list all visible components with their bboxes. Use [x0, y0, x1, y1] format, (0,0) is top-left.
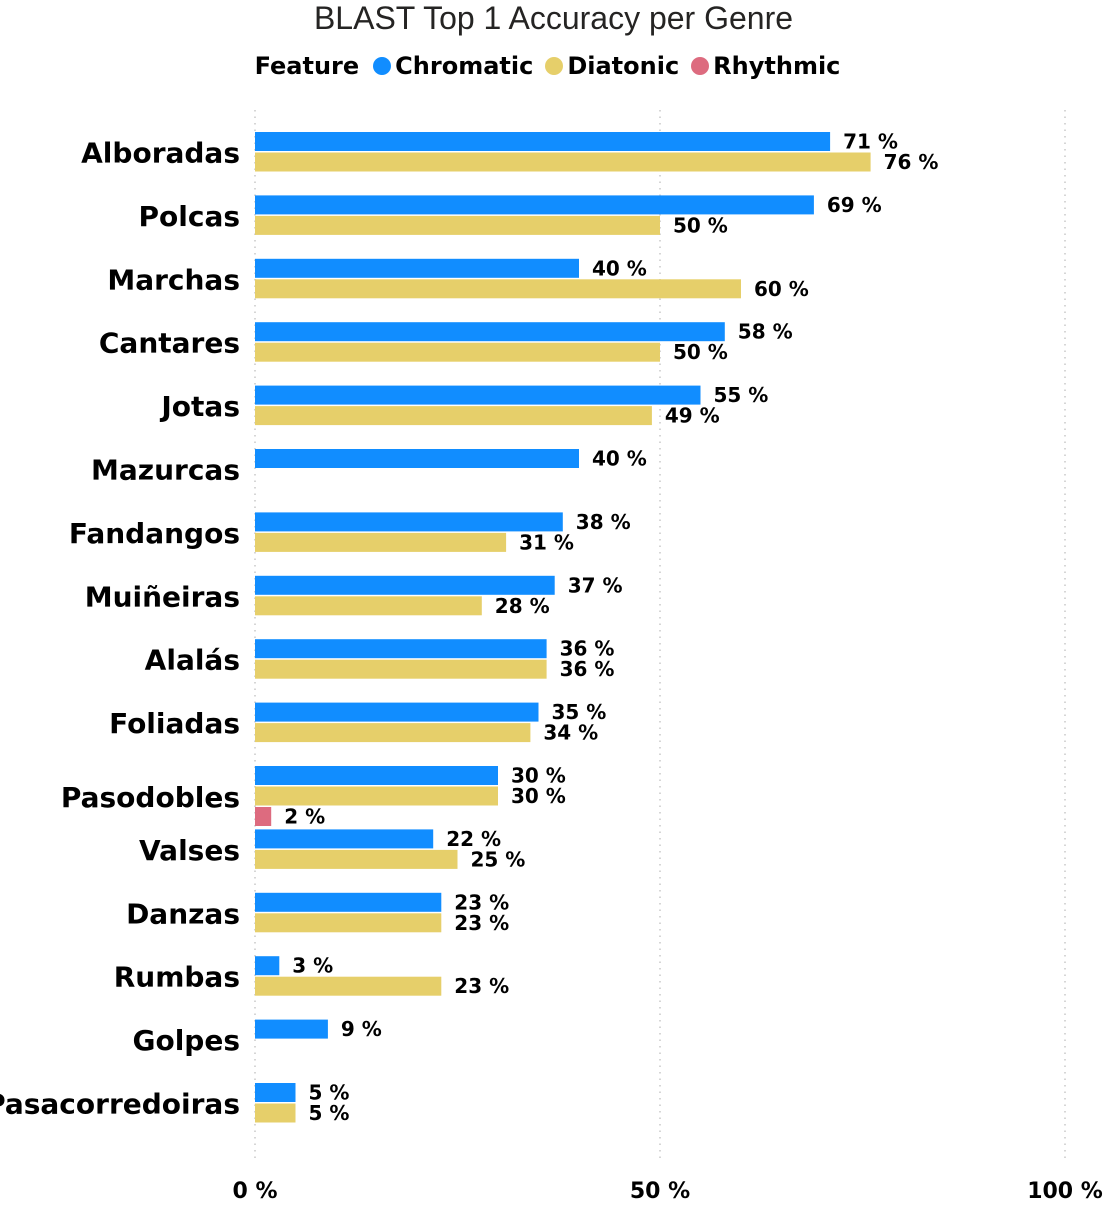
category-label-danzas: Danzas [126, 897, 240, 930]
bar-valses-diatonic[interactable] [255, 849, 458, 869]
bar-pasodobles-diatonic[interactable] [255, 786, 498, 806]
data-label-valses-diatonic: 25 % [471, 847, 526, 871]
data-label-foliadas-diatonic: 34 % [543, 721, 598, 745]
data-label-golpes-chromatic: 9 % [341, 1017, 382, 1041]
category-label-jotas: Jotas [159, 390, 240, 423]
data-label-pasodobles-rhythmic: 2 % [284, 805, 325, 829]
data-label-rumbas-diatonic: 23 % [454, 974, 509, 998]
category-label-pasacorredoiras: Pasacorredoiras [0, 1088, 240, 1121]
data-label-danzas-chromatic: 23 % [454, 890, 509, 914]
data-label-pasodobles-diatonic: 30 % [511, 784, 566, 808]
bar-muineiras-diatonic[interactable] [255, 596, 482, 616]
bar-foliadas-chromatic[interactable] [255, 702, 539, 722]
x-tick-label: 50 % [630, 1179, 690, 1204]
bar-fandangos-chromatic[interactable] [255, 512, 563, 532]
bar-danzas-chromatic[interactable] [255, 892, 442, 912]
data-label-rumbas-chromatic: 3 % [292, 954, 333, 978]
data-label-foliadas-chromatic: 35 % [552, 700, 607, 724]
category-label-alalas: Alalás [145, 644, 240, 677]
legend-dot-rhythmic [691, 57, 710, 75]
bar-muineiras-chromatic[interactable] [255, 575, 555, 595]
bar-pasodobles-chromatic[interactable] [255, 766, 498, 785]
x-tick-label: 100 % [1027, 1179, 1103, 1204]
chart-title: BLAST Top 1 Accuracy per Genre [313, 0, 794, 36]
bar-jotas-chromatic[interactable] [255, 385, 701, 405]
data-label-mazurcas-chromatic: 40 % [592, 447, 647, 471]
bar-alalas-diatonic[interactable] [255, 659, 547, 679]
bar-cantares-chromatic[interactable] [255, 322, 725, 342]
bar-polcas-diatonic[interactable] [255, 215, 660, 235]
category-label-mazurcas: Mazurcas [91, 454, 240, 487]
bar-fandangos-diatonic[interactable] [255, 532, 507, 552]
data-label-marchas-chromatic: 40 % [592, 256, 647, 280]
labels: 0 % 50 % 100 % Alboradas 71 %76 % Polcas 69 % 5… [0, 130, 1103, 1205]
legend-label-chromatic: Chromatic [395, 52, 534, 80]
data-label-polcas-diatonic: 50 % [673, 213, 728, 237]
bar-foliadas-diatonic[interactable] [255, 723, 531, 743]
data-label-polcas-chromatic: 69 % [827, 193, 882, 217]
data-label-alalas-diatonic: 36 % [560, 657, 615, 681]
x-tick-label: 0 % [232, 1179, 277, 1204]
bar-alboradas-diatonic[interactable] [255, 152, 871, 172]
data-label-pasacorredoiras-diatonic: 5 % [309, 1101, 350, 1125]
bar-rumbas-chromatic[interactable] [255, 956, 280, 976]
data-label-cantares-chromatic: 58 % [738, 320, 793, 344]
bars [255, 132, 871, 1123]
data-label-danzas-diatonic: 23 % [454, 911, 509, 935]
bar-cantares-diatonic[interactable] [255, 342, 660, 362]
data-label-pasodobles-chromatic: 30 % [511, 764, 566, 788]
bar-alalas-chromatic[interactable] [255, 639, 547, 659]
data-label-marchas-diatonic: 60 % [754, 277, 809, 301]
category-label-pasodobles: Pasodobles [61, 781, 240, 814]
data-label-alboradas-diatonic: 76 % [884, 150, 939, 174]
legend-label-rhythmic: Rhythmic [713, 52, 841, 80]
category-label-alboradas: Alboradas [81, 137, 240, 170]
bar-alboradas-chromatic[interactable] [255, 132, 831, 151]
bar-pasacorredoiras-diatonic[interactable] [255, 1103, 296, 1123]
data-label-cantares-diatonic: 50 % [673, 340, 728, 364]
bar-pasacorredoiras-chromatic[interactable] [255, 1083, 296, 1102]
legend-entry-chromatic[interactable]: Chromatic [373, 52, 533, 80]
category-label-valses: Valses [139, 834, 240, 867]
legend-entry-diatonic[interactable]: Diatonic [545, 52, 679, 80]
data-label-pasacorredoiras-chromatic: 5 % [309, 1081, 350, 1105]
data-label-fandangos-chromatic: 38 % [576, 510, 631, 534]
category-label-marchas: Marchas [107, 263, 240, 296]
category-label-polcas: Polcas [138, 200, 240, 233]
data-label-muineiras-chromatic: 37 % [568, 573, 623, 597]
legend-dot-diatonic [545, 57, 564, 75]
category-label-fandangos: Fandangos [69, 517, 240, 550]
bar-golpes-chromatic[interactable] [255, 1019, 328, 1039]
data-label-alboradas-chromatic: 71 % [843, 130, 898, 154]
data-label-fandangos-diatonic: 31 % [519, 530, 574, 554]
category-label-rumbas: Rumbas [114, 961, 240, 994]
category-label-golpes: Golpes [132, 1024, 240, 1057]
category-label-muineiras: Muiñeiras [85, 580, 240, 613]
legend-dot-chromatic [373, 57, 392, 75]
bar-rumbas-diatonic[interactable] [255, 976, 442, 996]
bar-jotas-diatonic[interactable] [255, 406, 652, 426]
legend-title: Feature [254, 52, 360, 80]
legend-label-diatonic: Diatonic [567, 52, 680, 80]
legend: Feature Chromatic Diatonic Rhythmic [0, 50, 1107, 82]
bar-marchas-diatonic[interactable] [255, 279, 741, 299]
data-label-alalas-chromatic: 36 % [560, 637, 615, 661]
bar-valses-chromatic[interactable] [255, 829, 434, 849]
category-label-foliadas: Foliadas [109, 707, 240, 740]
bar-pasodobles-rhythmic[interactable] [255, 807, 272, 826]
bar-danzas-diatonic[interactable] [255, 913, 442, 933]
bar-polcas-chromatic[interactable] [255, 195, 814, 215]
bar-mazurcas-chromatic[interactable] [255, 449, 579, 468]
data-label-muineiras-diatonic: 28 % [495, 594, 550, 618]
data-label-valses-chromatic: 22 % [446, 827, 501, 851]
data-label-jotas-diatonic: 49 % [665, 404, 720, 428]
legend-entry-rhythmic[interactable]: Rhythmic [691, 52, 840, 80]
category-label-cantares: Cantares [99, 327, 240, 360]
bar-marchas-chromatic[interactable] [255, 258, 579, 278]
data-label-jotas-chromatic: 55 % [714, 383, 769, 407]
